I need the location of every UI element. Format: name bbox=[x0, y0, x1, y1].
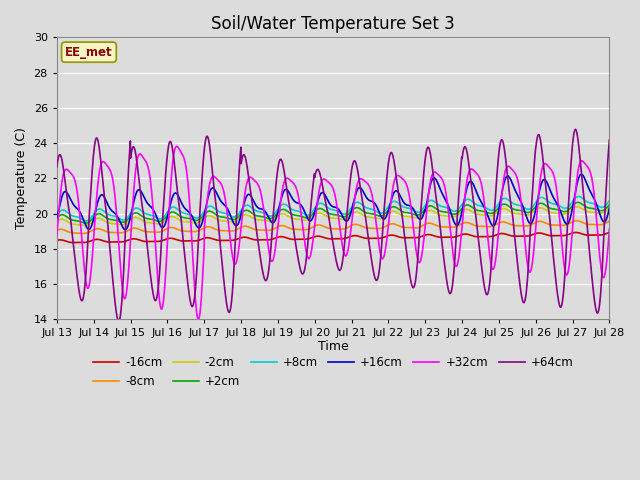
X-axis label: Time: Time bbox=[317, 340, 348, 353]
+32cm bbox=[322, 177, 330, 183]
+8cm bbox=[81, 218, 89, 224]
+8cm bbox=[307, 210, 315, 216]
-16cm bbox=[605, 229, 613, 235]
Line: +16cm: +16cm bbox=[57, 174, 609, 229]
+64cm bbox=[307, 201, 315, 206]
+16cm bbox=[53, 216, 61, 221]
-16cm bbox=[307, 235, 315, 241]
Line: -16cm: -16cm bbox=[57, 232, 609, 242]
-2cm bbox=[53, 218, 61, 224]
Line: +8cm: +8cm bbox=[57, 196, 609, 221]
+16cm bbox=[121, 227, 129, 232]
-16cm bbox=[69, 240, 77, 245]
+64cm bbox=[81, 282, 89, 288]
+32cm bbox=[173, 144, 180, 149]
Title: Soil/Water Temperature Set 3: Soil/Water Temperature Set 3 bbox=[211, 15, 455, 33]
+64cm bbox=[572, 127, 579, 132]
+2cm bbox=[82, 220, 90, 226]
+64cm bbox=[115, 318, 123, 324]
+2cm bbox=[307, 213, 315, 218]
-8cm bbox=[322, 225, 330, 230]
+8cm bbox=[590, 201, 598, 206]
+16cm bbox=[590, 195, 598, 201]
-8cm bbox=[80, 230, 88, 236]
+8cm bbox=[83, 218, 90, 224]
+2cm bbox=[590, 206, 598, 212]
-16cm bbox=[53, 238, 61, 243]
-8cm bbox=[53, 228, 61, 233]
-16cm bbox=[488, 233, 496, 239]
-8cm bbox=[488, 223, 496, 229]
-2cm bbox=[307, 215, 315, 221]
+16cm bbox=[605, 205, 613, 211]
-2cm bbox=[488, 213, 496, 218]
-8cm bbox=[307, 225, 315, 231]
+32cm bbox=[308, 248, 316, 254]
-16cm bbox=[572, 229, 580, 235]
+8cm bbox=[53, 212, 61, 218]
+8cm bbox=[488, 207, 496, 213]
+64cm bbox=[488, 249, 496, 254]
+64cm bbox=[53, 164, 61, 169]
+2cm bbox=[81, 220, 89, 226]
+8cm bbox=[322, 203, 330, 209]
+32cm bbox=[590, 187, 598, 193]
-8cm bbox=[590, 222, 598, 228]
+2cm bbox=[488, 210, 496, 216]
+2cm bbox=[605, 202, 613, 208]
-16cm bbox=[81, 240, 89, 245]
-2cm bbox=[81, 223, 89, 228]
Line: -2cm: -2cm bbox=[57, 207, 609, 226]
+16cm bbox=[322, 193, 330, 199]
Line: +32cm: +32cm bbox=[57, 146, 609, 320]
+32cm bbox=[195, 317, 202, 323]
-8cm bbox=[573, 218, 580, 224]
+64cm bbox=[322, 201, 330, 207]
+16cm bbox=[488, 222, 496, 228]
-2cm bbox=[573, 204, 581, 210]
+32cm bbox=[590, 190, 598, 195]
-2cm bbox=[322, 213, 330, 219]
Legend: -16cm, -8cm, -2cm, +2cm, +8cm, +16cm, +32cm, +64cm: -16cm, -8cm, -2cm, +2cm, +8cm, +16cm, +3… bbox=[88, 351, 578, 393]
+8cm bbox=[590, 201, 598, 206]
+16cm bbox=[307, 217, 315, 223]
+32cm bbox=[605, 227, 613, 232]
+16cm bbox=[590, 195, 598, 201]
-2cm bbox=[590, 209, 598, 215]
-16cm bbox=[590, 232, 598, 238]
Line: +64cm: +64cm bbox=[57, 130, 609, 321]
-2cm bbox=[605, 205, 613, 211]
-8cm bbox=[590, 222, 598, 228]
+2cm bbox=[574, 199, 582, 205]
+2cm bbox=[53, 215, 61, 221]
-16cm bbox=[590, 232, 598, 238]
+64cm bbox=[590, 290, 598, 296]
+32cm bbox=[81, 272, 89, 278]
-2cm bbox=[81, 223, 88, 228]
+64cm bbox=[590, 293, 598, 299]
-16cm bbox=[322, 235, 330, 241]
+16cm bbox=[578, 171, 586, 177]
+64cm bbox=[605, 137, 613, 143]
Line: +2cm: +2cm bbox=[57, 202, 609, 223]
+2cm bbox=[322, 209, 330, 215]
Line: -8cm: -8cm bbox=[57, 221, 609, 233]
-8cm bbox=[81, 230, 89, 236]
Text: EE_met: EE_met bbox=[65, 46, 113, 59]
+8cm bbox=[575, 193, 582, 199]
+16cm bbox=[81, 221, 89, 227]
Y-axis label: Temperature (C): Temperature (C) bbox=[15, 127, 28, 229]
+2cm bbox=[590, 206, 598, 212]
+32cm bbox=[53, 232, 61, 238]
-8cm bbox=[605, 218, 613, 224]
+32cm bbox=[488, 266, 496, 272]
-2cm bbox=[590, 209, 598, 215]
+8cm bbox=[605, 198, 613, 204]
